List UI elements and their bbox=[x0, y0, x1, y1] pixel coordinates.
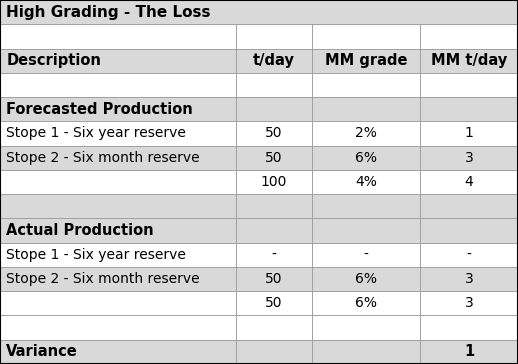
Text: 6%: 6% bbox=[355, 151, 377, 165]
Text: 3: 3 bbox=[465, 151, 473, 165]
Text: MM t/day: MM t/day bbox=[431, 53, 507, 68]
Bar bbox=[0, 170, 518, 194]
Bar bbox=[0, 24, 518, 48]
Text: 100: 100 bbox=[261, 175, 287, 189]
Bar bbox=[0, 316, 518, 340]
Text: 1: 1 bbox=[465, 126, 473, 141]
Text: Stope 1 - Six year reserve: Stope 1 - Six year reserve bbox=[6, 248, 186, 262]
Text: Actual Production: Actual Production bbox=[6, 223, 154, 238]
Text: 50: 50 bbox=[265, 126, 283, 141]
Bar bbox=[0, 243, 518, 267]
Text: 50: 50 bbox=[265, 151, 283, 165]
Bar bbox=[0, 146, 518, 170]
Text: Forecasted Production: Forecasted Production bbox=[6, 102, 193, 117]
Text: -: - bbox=[467, 248, 471, 262]
Bar bbox=[0, 267, 518, 291]
Text: Stope 2 - Six month reserve: Stope 2 - Six month reserve bbox=[6, 272, 200, 286]
Text: MM grade: MM grade bbox=[325, 53, 408, 68]
Bar bbox=[0, 340, 518, 364]
Bar bbox=[0, 48, 518, 73]
Text: 4: 4 bbox=[465, 175, 473, 189]
Text: 4%: 4% bbox=[355, 175, 377, 189]
Text: 1: 1 bbox=[464, 344, 474, 359]
Bar bbox=[0, 0, 518, 24]
Text: Stope 1 - Six year reserve: Stope 1 - Six year reserve bbox=[6, 126, 186, 141]
Bar bbox=[0, 121, 518, 146]
Text: -: - bbox=[364, 248, 369, 262]
Bar bbox=[0, 291, 518, 316]
Text: High Grading - The Loss: High Grading - The Loss bbox=[6, 5, 211, 20]
Text: -: - bbox=[271, 248, 277, 262]
Bar bbox=[0, 194, 518, 218]
Text: 6%: 6% bbox=[355, 272, 377, 286]
Text: Description: Description bbox=[6, 53, 101, 68]
Text: 3: 3 bbox=[465, 296, 473, 310]
Text: 2%: 2% bbox=[355, 126, 377, 141]
Bar bbox=[0, 73, 518, 97]
Bar bbox=[0, 97, 518, 121]
Text: 50: 50 bbox=[265, 296, 283, 310]
Text: 50: 50 bbox=[265, 272, 283, 286]
Text: 3: 3 bbox=[465, 272, 473, 286]
Text: Stope 2 - Six month reserve: Stope 2 - Six month reserve bbox=[6, 151, 200, 165]
Text: t/day: t/day bbox=[253, 53, 295, 68]
Text: Variance: Variance bbox=[6, 344, 78, 359]
Text: 6%: 6% bbox=[355, 296, 377, 310]
Bar bbox=[0, 218, 518, 243]
